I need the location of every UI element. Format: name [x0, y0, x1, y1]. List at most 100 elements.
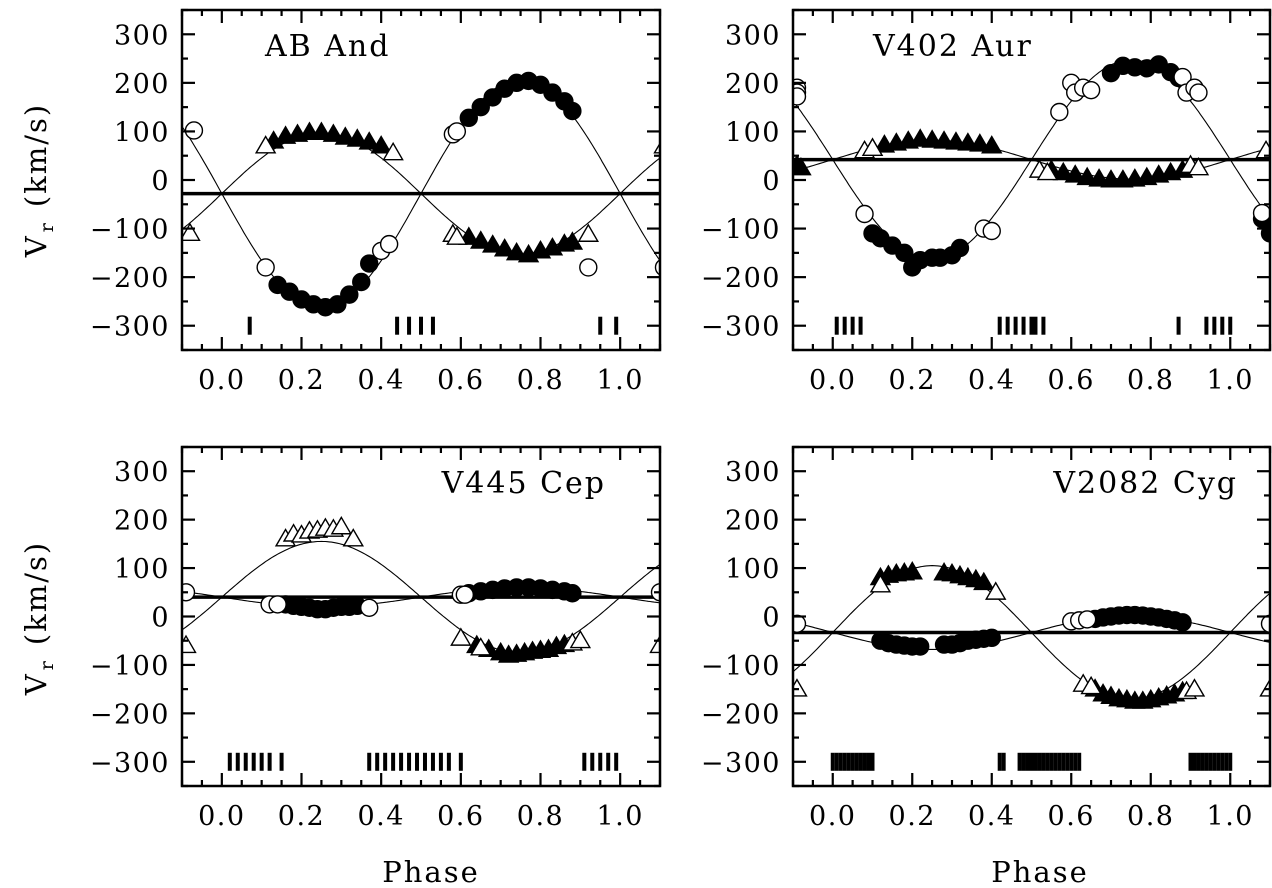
- y-tick-label: 100: [114, 117, 170, 148]
- primary-rv-point: [340, 285, 359, 304]
- primary-rv-point: [471, 97, 490, 117]
- x-tick-label: 0.0: [809, 801, 856, 832]
- y-tick-label: 0: [762, 603, 781, 634]
- x-tick-label: 0.6: [1048, 801, 1095, 832]
- secondary-fit-orbit-curve: [793, 565, 1270, 700]
- secondary-rv-point: [561, 231, 584, 250]
- plot-area: [793, 561, 1270, 771]
- secondary-rv-point: [1080, 675, 1102, 695]
- y-axis-title-sub: r: [36, 659, 58, 670]
- y-tick-label: 200: [114, 69, 170, 100]
- y-axis-title-sub: r: [36, 221, 58, 232]
- y-axis-title-bottom: Vr (km/s): [19, 541, 58, 696]
- primary-rv-point: [328, 295, 347, 314]
- primary-rv-point: [268, 595, 287, 614]
- primary-rv-point: [455, 585, 475, 604]
- y-tick-label: 100: [725, 117, 781, 148]
- secondary-rv-point: [793, 156, 812, 176]
- y-tick-label: −100: [701, 215, 781, 246]
- svg-text:Vr(km/s): Vr (km/s): [19, 103, 58, 258]
- y-tick-label: 0: [151, 166, 170, 197]
- y-tick-label: 200: [114, 506, 170, 537]
- secondary-rv-point: [450, 627, 472, 646]
- primary-rv-point: [1081, 80, 1101, 100]
- secondary-rv-point: [481, 234, 504, 253]
- y-tick-label: 300: [114, 20, 170, 51]
- x-tick-label: 0.2: [889, 801, 936, 832]
- secondary-rv-point: [322, 123, 345, 142]
- x-tick-label: 0.8: [1127, 801, 1174, 832]
- rv-panel: 0.0 0.2 0.4 0.6 0.8 1.0 −300 −200 −100 0 100 200 300…: [90, 8, 662, 396]
- primary-rv-point: [459, 108, 478, 128]
- y-axis-title-top: Vr (km/s): [19, 103, 58, 258]
- x-tick-label: 0.8: [517, 365, 564, 396]
- y-tick-label: 100: [725, 554, 781, 585]
- primary-rv-point: [911, 637, 930, 656]
- secondary-rv-point: [861, 137, 884, 156]
- y-tick-label: 200: [725, 506, 781, 537]
- x-tick-label: 0.2: [278, 801, 325, 832]
- secondary-rv-point: [505, 241, 528, 261]
- x-tick-label: 1.0: [596, 365, 643, 396]
- y-tick-label: 0: [762, 166, 781, 197]
- x-tick-label: 0.2: [889, 365, 936, 396]
- y-tick-label: −300: [90, 748, 170, 779]
- x-axis-title-right: Phase: [991, 855, 1089, 888]
- y-tick-label: −300: [701, 312, 781, 343]
- secondary-rv-point: [981, 135, 1003, 154]
- y-tick-label: 200: [725, 69, 781, 100]
- primary-rv-point: [1050, 102, 1069, 122]
- y-tick-label: −100: [90, 651, 170, 682]
- secondary-rv-point: [577, 223, 600, 242]
- secondary-rv-point: [1259, 678, 1270, 697]
- primary-rv-point: [360, 254, 379, 273]
- primary-rv-point: [1173, 613, 1192, 632]
- plot-frame: [180, 8, 662, 352]
- y-axis-title-unit: (km/s): [19, 541, 53, 645]
- primary-rv-point: [1252, 203, 1270, 223]
- secondary-rv-point: [493, 238, 516, 257]
- star-name-label: V402 Aur: [872, 29, 1033, 64]
- primary-rv-point: [895, 243, 914, 263]
- secondary-rv-point: [1076, 166, 1098, 186]
- secondary-rv-point: [973, 571, 995, 591]
- y-axis-title-main: V: [19, 234, 53, 258]
- rv-panel: 0.0 0.2 0.4 0.6 0.8 1.0 −300 −200 −100 0 100 200 300…: [701, 445, 1272, 832]
- star-name-label: V445 Cep: [441, 466, 606, 501]
- primary-rv-point: [793, 87, 807, 106]
- secondary-rv-point: [1052, 161, 1075, 181]
- x-tick-label: 0.2: [278, 365, 325, 396]
- primary-rv-point: [563, 101, 582, 121]
- x-tick-label: 0.0: [809, 365, 856, 396]
- y-axis-title-unit: (km/s): [19, 103, 53, 207]
- star-name-label: V2082 Cyg: [1052, 466, 1238, 501]
- secondary-rv-point: [310, 121, 333, 140]
- primary-rv-point: [360, 598, 379, 617]
- primary-rv-point: [855, 204, 874, 224]
- x-tick-label: 1.0: [596, 801, 643, 832]
- secondary-rv-point: [1187, 156, 1210, 176]
- x-tick-label: 0.4: [968, 801, 1015, 832]
- secondary-rv-point: [358, 131, 380, 150]
- x-tick-label: 0.8: [517, 801, 564, 832]
- secondary-rv-point: [969, 133, 991, 152]
- primary-rv-point: [579, 258, 598, 277]
- secondary-rv-point: [653, 141, 660, 154]
- secondary-rv-point: [346, 128, 368, 147]
- y-axis-title-main: V: [19, 672, 53, 696]
- x-tick-label: 0.6: [437, 801, 484, 832]
- plot-area: [182, 516, 660, 771]
- y-tick-label: −200: [90, 699, 170, 730]
- secondary-rv-point: [470, 230, 492, 249]
- y-tick-label: 100: [114, 554, 170, 585]
- secondary-rv-point: [330, 516, 353, 535]
- primary-rv-point: [256, 258, 275, 277]
- plot-area: [793, 55, 1270, 335]
- y-tick-label: −200: [701, 699, 781, 730]
- secondary-rv-point: [1064, 164, 1086, 183]
- primary-rv-point: [352, 272, 371, 292]
- primary-rv-point: [793, 614, 807, 633]
- secondary-rv-point: [182, 634, 197, 654]
- primary-rv-point: [1077, 610, 1097, 629]
